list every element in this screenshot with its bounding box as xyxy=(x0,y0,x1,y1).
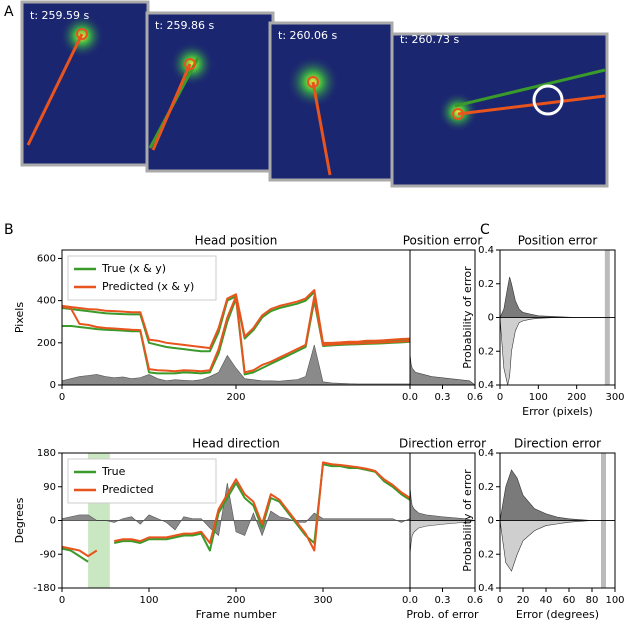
x-tick-label: 0.3 xyxy=(435,595,451,606)
x-tick-label: 0 xyxy=(497,392,503,403)
y-tick-label: 0.4 xyxy=(478,245,494,256)
y-axis-label: Probability of error xyxy=(461,266,474,369)
chart-title: Position error xyxy=(518,234,598,248)
panel-label: B xyxy=(4,222,14,238)
video-frame: t: 259.59 s xyxy=(20,0,150,167)
x-tick-label: 0 xyxy=(497,595,503,606)
x-axis-label: Error (pixels) xyxy=(522,405,593,418)
y-tick-label: 0.4 xyxy=(478,380,494,391)
y-tick-label: 400 xyxy=(37,296,56,307)
x-tick-label: 200 xyxy=(226,392,245,403)
legend-label: Predicted (x & y) xyxy=(102,280,194,293)
x-tick-label: 0.3 xyxy=(435,392,451,403)
x-tick-label: 0.6 xyxy=(467,392,483,403)
x-tick-label: 300 xyxy=(605,392,624,403)
y-tick-label: -90 xyxy=(40,549,56,560)
x-tick-label: 100 xyxy=(529,392,548,403)
y-tick-label: 180 xyxy=(37,448,56,459)
x-tick-label: 60 xyxy=(563,595,576,606)
panel-label: C xyxy=(480,222,490,238)
legend-label: True (x & y) xyxy=(101,262,166,275)
error-hist xyxy=(410,342,475,385)
y-tick-label: 0.2 xyxy=(478,346,494,357)
x-tick-label: 0 xyxy=(59,392,65,403)
series-line xyxy=(62,461,410,558)
chart-title: Direction error xyxy=(399,437,486,451)
legend-label: Predicted xyxy=(102,483,154,496)
x-tick-label: 20 xyxy=(517,595,530,606)
legend-box xyxy=(67,255,217,301)
y-tick-label: 0.4 xyxy=(478,583,494,594)
video-frame: t: 259.86 s xyxy=(145,11,275,173)
frame-time: t: 259.59 s xyxy=(30,9,90,22)
x-tick-label: 200 xyxy=(567,392,586,403)
y-tick-label: -180 xyxy=(33,583,56,594)
y-tick-label: 0.4 xyxy=(478,448,494,459)
y-axis-label: Pixels xyxy=(13,302,26,333)
panel-label: A xyxy=(4,4,14,20)
x-axis-label: Frame number xyxy=(196,608,277,621)
chart-title: Head direction xyxy=(192,437,280,451)
frame-time: t: 259.86 s xyxy=(155,19,215,32)
density-lower xyxy=(500,520,615,572)
y-tick-label: 0.2 xyxy=(478,279,494,290)
x-tick-label: 80 xyxy=(586,595,599,606)
x-tick-label: 0.0 xyxy=(402,595,418,606)
frame-time: t: 260.06 s xyxy=(278,29,338,42)
y-tick-label: 0 xyxy=(50,516,56,527)
y-tick-label: 0 xyxy=(50,380,56,391)
y-tick-label: 600 xyxy=(37,253,56,264)
chart-title: Direction error xyxy=(514,437,601,451)
video-frame: t: 260.73 s xyxy=(390,32,609,188)
error-area xyxy=(62,482,410,537)
density-upper xyxy=(500,276,615,318)
x-tick-label: 40 xyxy=(540,595,553,606)
legend-label: True xyxy=(101,465,126,478)
x-axis-label: Error (degrees) xyxy=(516,608,599,621)
y-tick-label: 0 xyxy=(488,516,494,527)
error-hist-mirror xyxy=(410,520,475,555)
x-tick-label: 0 xyxy=(59,595,65,606)
series-line xyxy=(62,289,410,350)
chart-title: Head position xyxy=(195,234,278,248)
x-axis-label: Prob. of error xyxy=(406,608,479,621)
x-tick-label: 300 xyxy=(313,595,332,606)
video-frame: t: 260.06 s xyxy=(268,21,394,182)
y-tick-label: 0.2 xyxy=(478,482,494,493)
y-axis-label: Degrees xyxy=(13,497,26,543)
error-area xyxy=(62,344,410,385)
density-lower xyxy=(500,317,615,385)
frame-time: t: 260.73 s xyxy=(400,33,460,46)
chart-title: Position error xyxy=(403,234,483,248)
legend-box xyxy=(67,458,217,504)
x-tick-label: 200 xyxy=(226,595,245,606)
x-tick-label: 0.0 xyxy=(402,392,418,403)
y-tick-label: 200 xyxy=(37,338,56,349)
x-tick-label: 100 xyxy=(605,595,624,606)
x-tick-label: 0.6 xyxy=(467,595,483,606)
y-tick-label: 0.2 xyxy=(478,549,494,560)
y-axis-label: Probability of error xyxy=(461,469,474,572)
series-line xyxy=(62,297,410,376)
x-tick-label: 100 xyxy=(139,595,158,606)
y-tick-label: 90 xyxy=(43,482,56,493)
error-hist xyxy=(410,486,475,521)
density-upper xyxy=(500,469,615,521)
y-tick-label: 0 xyxy=(488,313,494,324)
series-line xyxy=(62,295,410,374)
